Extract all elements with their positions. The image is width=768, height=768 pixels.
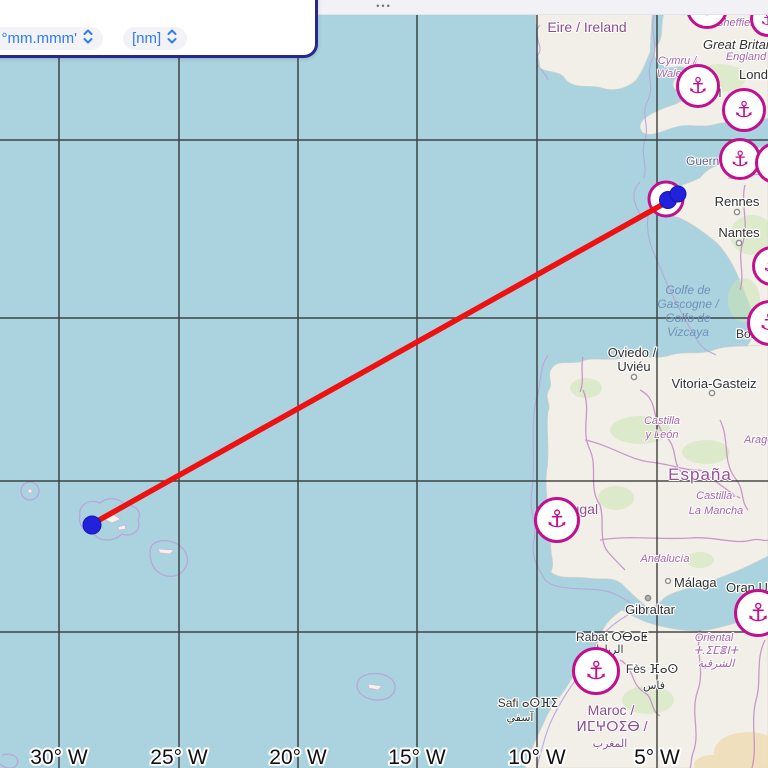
label-biscay-3: Golfo de bbox=[665, 311, 711, 325]
label-rennes: Rennes bbox=[715, 194, 760, 209]
label-sheffield: Sheffield bbox=[716, 17, 760, 29]
axis-label-20w: 20° W bbox=[269, 746, 327, 768]
label-biscay-1: Golfe de bbox=[665, 283, 711, 297]
anchor-marker-icon[interactable]: ⚓ bbox=[722, 88, 766, 132]
label-rabat-1: Rabat ⵔⴱⴰⵟ bbox=[576, 630, 648, 644]
longitude-labels: 30° W 25° W 20° W 15° W 10° W 5° W bbox=[28, 744, 682, 768]
label-andalucia: Andalucía bbox=[640, 553, 690, 565]
label-london: London bbox=[739, 67, 768, 82]
axis-label-5w: 5° W bbox=[634, 746, 680, 768]
format-settings-panel: °mm.mmm' [nm] bbox=[0, 0, 318, 58]
axis-label-25w: 25° W bbox=[150, 746, 208, 768]
label-castilla-mancha-2: La Mancha bbox=[689, 505, 743, 517]
route-endpoint-brest-b[interactable] bbox=[669, 185, 687, 203]
axis-label-15w: 15° W bbox=[388, 746, 446, 768]
anchor-marker-icon[interactable]: ⚓ bbox=[572, 647, 620, 695]
label-espana: España bbox=[668, 465, 732, 484]
label-castilla-leon-1: Castilla bbox=[644, 415, 680, 427]
label-maroc-1: Maroc / bbox=[588, 702, 635, 718]
label-oviedo-1: Oviedo / bbox=[608, 345, 657, 360]
chevron-up-down-icon bbox=[166, 29, 178, 48]
label-fes-1: Fès ⴼⴰⵙ bbox=[626, 662, 678, 676]
window-drag-handle[interactable]: ••• bbox=[376, 1, 392, 11]
label-nantes: Nantes bbox=[718, 225, 760, 240]
coordinate-format-select[interactable]: °mm.mmm' bbox=[0, 27, 103, 50]
label-castilla-mancha-1: Castilla- bbox=[696, 490, 736, 502]
label-gibraltar: Gibraltar bbox=[625, 602, 676, 617]
label-oviedo-2: Uviéu bbox=[617, 359, 650, 374]
anchor-marker-icon[interactable]: ⚓ bbox=[719, 138, 761, 180]
label-maroc-2: ⵍⵎⵖⵔⵉⴱ / bbox=[576, 718, 647, 734]
label-oriental-3: الشرقية bbox=[698, 658, 737, 670]
chevron-up-down-icon bbox=[82, 29, 94, 48]
label-oriental-1: Oriental bbox=[695, 632, 734, 644]
anchor-marker-icon[interactable]: ⚓ bbox=[534, 497, 580, 543]
label-oriental-2: ⵜ.ⵉⵎⴻⵏⵜ bbox=[694, 645, 740, 657]
axis-label-10w: 10° W bbox=[508, 746, 566, 768]
coordinate-format-label: °mm.mmm' bbox=[1, 30, 77, 47]
label-biscay-4: Vizcaya bbox=[667, 325, 709, 339]
label-biscay-2: Gascogne / bbox=[657, 297, 720, 311]
label-vitoria: Vitoria-Gasteiz bbox=[671, 376, 756, 391]
label-aragon: Aragón bbox=[743, 434, 768, 446]
label-eire-ireland: Eire / Ireland bbox=[547, 19, 626, 35]
label-safi-1: Safi ⴰⵙⴼⵉ bbox=[498, 696, 559, 710]
anchor-marker-icon[interactable]: ⚓ bbox=[676, 64, 720, 108]
label-maroc-3: المغرب bbox=[593, 738, 628, 750]
label-safi-2: آسفي bbox=[506, 710, 534, 724]
anchor-marker-icon[interactable]: ⚓ bbox=[734, 589, 768, 637]
label-great-britain: Great Britain bbox=[703, 37, 768, 52]
label-cymru-1: Cymru / bbox=[658, 55, 697, 67]
label-fes-2: فاس bbox=[643, 680, 665, 692]
route-endpoint-azores[interactable] bbox=[82, 515, 102, 535]
unit-label: [nm] bbox=[132, 30, 162, 47]
label-england: England bbox=[726, 51, 767, 63]
axis-label-30w: 30° W bbox=[30, 746, 88, 768]
label-castilla-leon-2: y León bbox=[644, 429, 678, 441]
unit-select[interactable]: [nm] bbox=[123, 27, 188, 50]
label-malaga: Málaga bbox=[674, 575, 717, 590]
